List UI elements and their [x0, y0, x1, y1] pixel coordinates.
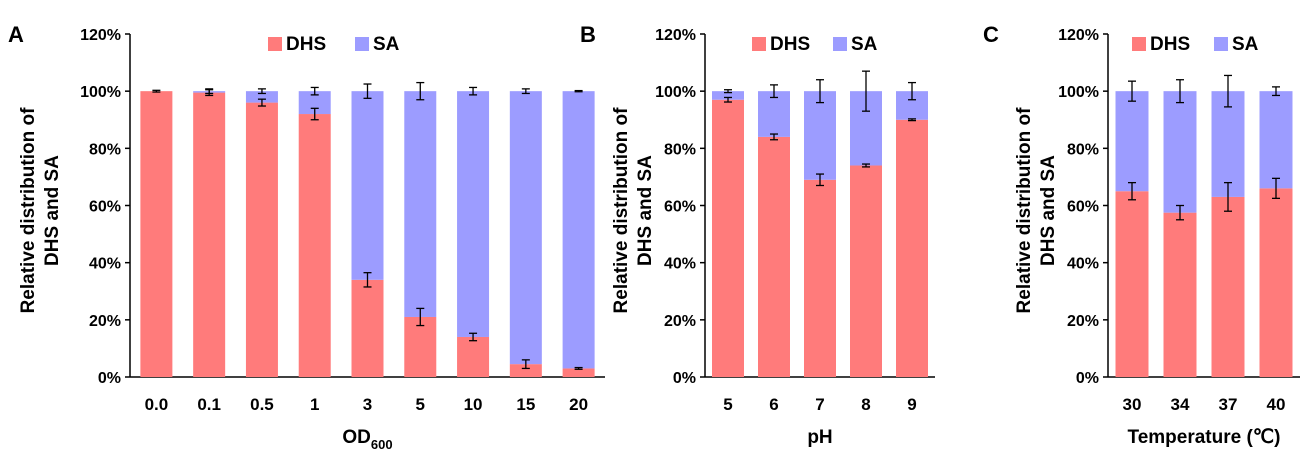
x-tick-label: 1 [310, 395, 319, 414]
y-tick-label: 20% [1067, 313, 1099, 330]
legend-label-dhs: DHS [286, 34, 326, 55]
y-axis-label: Relative distribution of [611, 107, 632, 314]
x-tick-label: 6 [769, 395, 778, 414]
bar-dhs-8 [850, 165, 882, 377]
y-axis-label: DHS and SA [42, 155, 63, 266]
bar-sa-37 [1211, 91, 1245, 197]
bar-sa-30 [1115, 91, 1149, 192]
bar-dhs-37 [1211, 196, 1245, 377]
y-axis-label: Relative distribution of [18, 107, 39, 314]
y-tick-label: 80% [1067, 141, 1099, 158]
y-tick-label: 60% [1067, 199, 1099, 216]
x-axis-label: pH [807, 427, 832, 448]
bar-sa-1 [298, 91, 331, 115]
bar-dhs-1 [298, 114, 331, 378]
bar-sa-6 [758, 91, 790, 137]
bar-dhs-40 [1259, 188, 1293, 377]
legend-swatch-sa [833, 37, 847, 51]
chart-panel-c: C Relative distribution of DHS and SA 0% 20%… [983, 22, 1300, 448]
x-axis-label: OD600 [342, 427, 392, 452]
bar-dhs-0.0 [140, 91, 173, 378]
legend-label-dhs: DHS [770, 34, 810, 55]
panel-letter: B [580, 22, 596, 47]
x-tick-label: 5 [723, 395, 732, 414]
y-tick-label: 40% [1067, 256, 1099, 273]
x-tick-label: 5 [416, 395, 425, 414]
legend-swatch-sa [355, 37, 369, 51]
x-tick-label: 0.1 [197, 395, 221, 414]
y-tick-label: 40% [89, 256, 121, 273]
legend-label-sa: SA [373, 34, 400, 55]
y-tick-label: 80% [89, 141, 121, 158]
x-tick-label: 20 [569, 395, 588, 414]
x-tick-label: 40 [1267, 395, 1286, 414]
chart-panel-a: A Relative distribution of DHS and SA 0% 20%… [8, 22, 605, 452]
bar-dhs-34 [1163, 212, 1197, 377]
y-tick-label: 20% [89, 313, 121, 330]
y-tick-label: 0% [673, 370, 696, 387]
bar-sa-40 [1259, 91, 1293, 189]
bar-sa-20 [562, 91, 595, 369]
y-tick-label: 120% [80, 27, 121, 44]
legend-swatch-dhs [1132, 37, 1146, 51]
y-axis-label: DHS and SA [635, 155, 656, 266]
bar-sa-5 [404, 91, 437, 317]
legend-swatch-dhs [268, 37, 282, 51]
y-tick-label: 100% [1058, 84, 1099, 101]
legend-label-sa: SA [851, 34, 878, 55]
bar-sa-0.5 [245, 91, 278, 103]
bar-dhs-9 [896, 119, 928, 377]
bar-dhs-10 [457, 336, 490, 377]
bar-dhs-7 [804, 179, 836, 377]
y-tick-label: 100% [655, 84, 696, 101]
bar-sa-10 [457, 91, 490, 337]
x-tick-label: 9 [907, 395, 916, 414]
panel-letter: A [8, 22, 24, 47]
x-tick-label: 34 [1171, 395, 1190, 414]
y-axis-label: DHS and SA [1038, 155, 1059, 266]
legend-label-dhs: DHS [1150, 34, 1190, 55]
y-tick-label: 120% [1058, 27, 1099, 44]
bar-dhs-20 [562, 368, 595, 377]
x-tick-label: 15 [516, 395, 535, 414]
x-tick-label: 7 [815, 395, 824, 414]
x-axis-label: Temperature (℃) [1128, 427, 1281, 448]
legend-label-sa: SA [1232, 34, 1259, 55]
panel-letter: C [983, 22, 999, 47]
bar-dhs-15 [509, 364, 542, 377]
bar-dhs-5 [712, 99, 744, 377]
y-tick-label: 120% [655, 27, 696, 44]
bar-dhs-30 [1115, 191, 1149, 377]
x-tick-label: 37 [1219, 395, 1238, 414]
y-tick-label: 0% [1076, 370, 1099, 387]
y-tick-label: 80% [664, 141, 696, 158]
bar-sa-15 [509, 91, 542, 365]
legend-swatch-dhs [752, 37, 766, 51]
y-axis-label: Relative distribution of [1014, 107, 1035, 314]
legend-swatch-sa [1214, 37, 1228, 51]
y-tick-label: 60% [89, 199, 121, 216]
bar-sa-5 [712, 91, 744, 100]
bar-dhs-0.5 [245, 102, 278, 377]
y-tick-label: 40% [664, 256, 696, 273]
bar-dhs-5 [404, 316, 437, 377]
bar-sa-7 [804, 91, 836, 180]
y-tick-label: 100% [80, 84, 121, 101]
x-tick-label: 8 [861, 395, 870, 414]
bar-dhs-3 [351, 279, 384, 377]
chart-panel-b: B Relative distribution of DHS and SA 0% 20%… [580, 22, 935, 448]
bar-dhs-6 [758, 136, 790, 377]
x-tick-label: 10 [464, 395, 483, 414]
y-tick-label: 20% [664, 313, 696, 330]
y-tick-label: 0% [98, 370, 121, 387]
bar-sa-3 [351, 91, 384, 280]
bar-sa-34 [1163, 91, 1197, 213]
y-tick-label: 60% [664, 199, 696, 216]
x-tick-label: 30 [1123, 395, 1142, 414]
bar-dhs-0.1 [193, 92, 226, 378]
x-tick-label: 0.0 [145, 395, 169, 414]
x-tick-label: 0.5 [250, 395, 274, 414]
x-tick-label: 3 [363, 395, 372, 414]
